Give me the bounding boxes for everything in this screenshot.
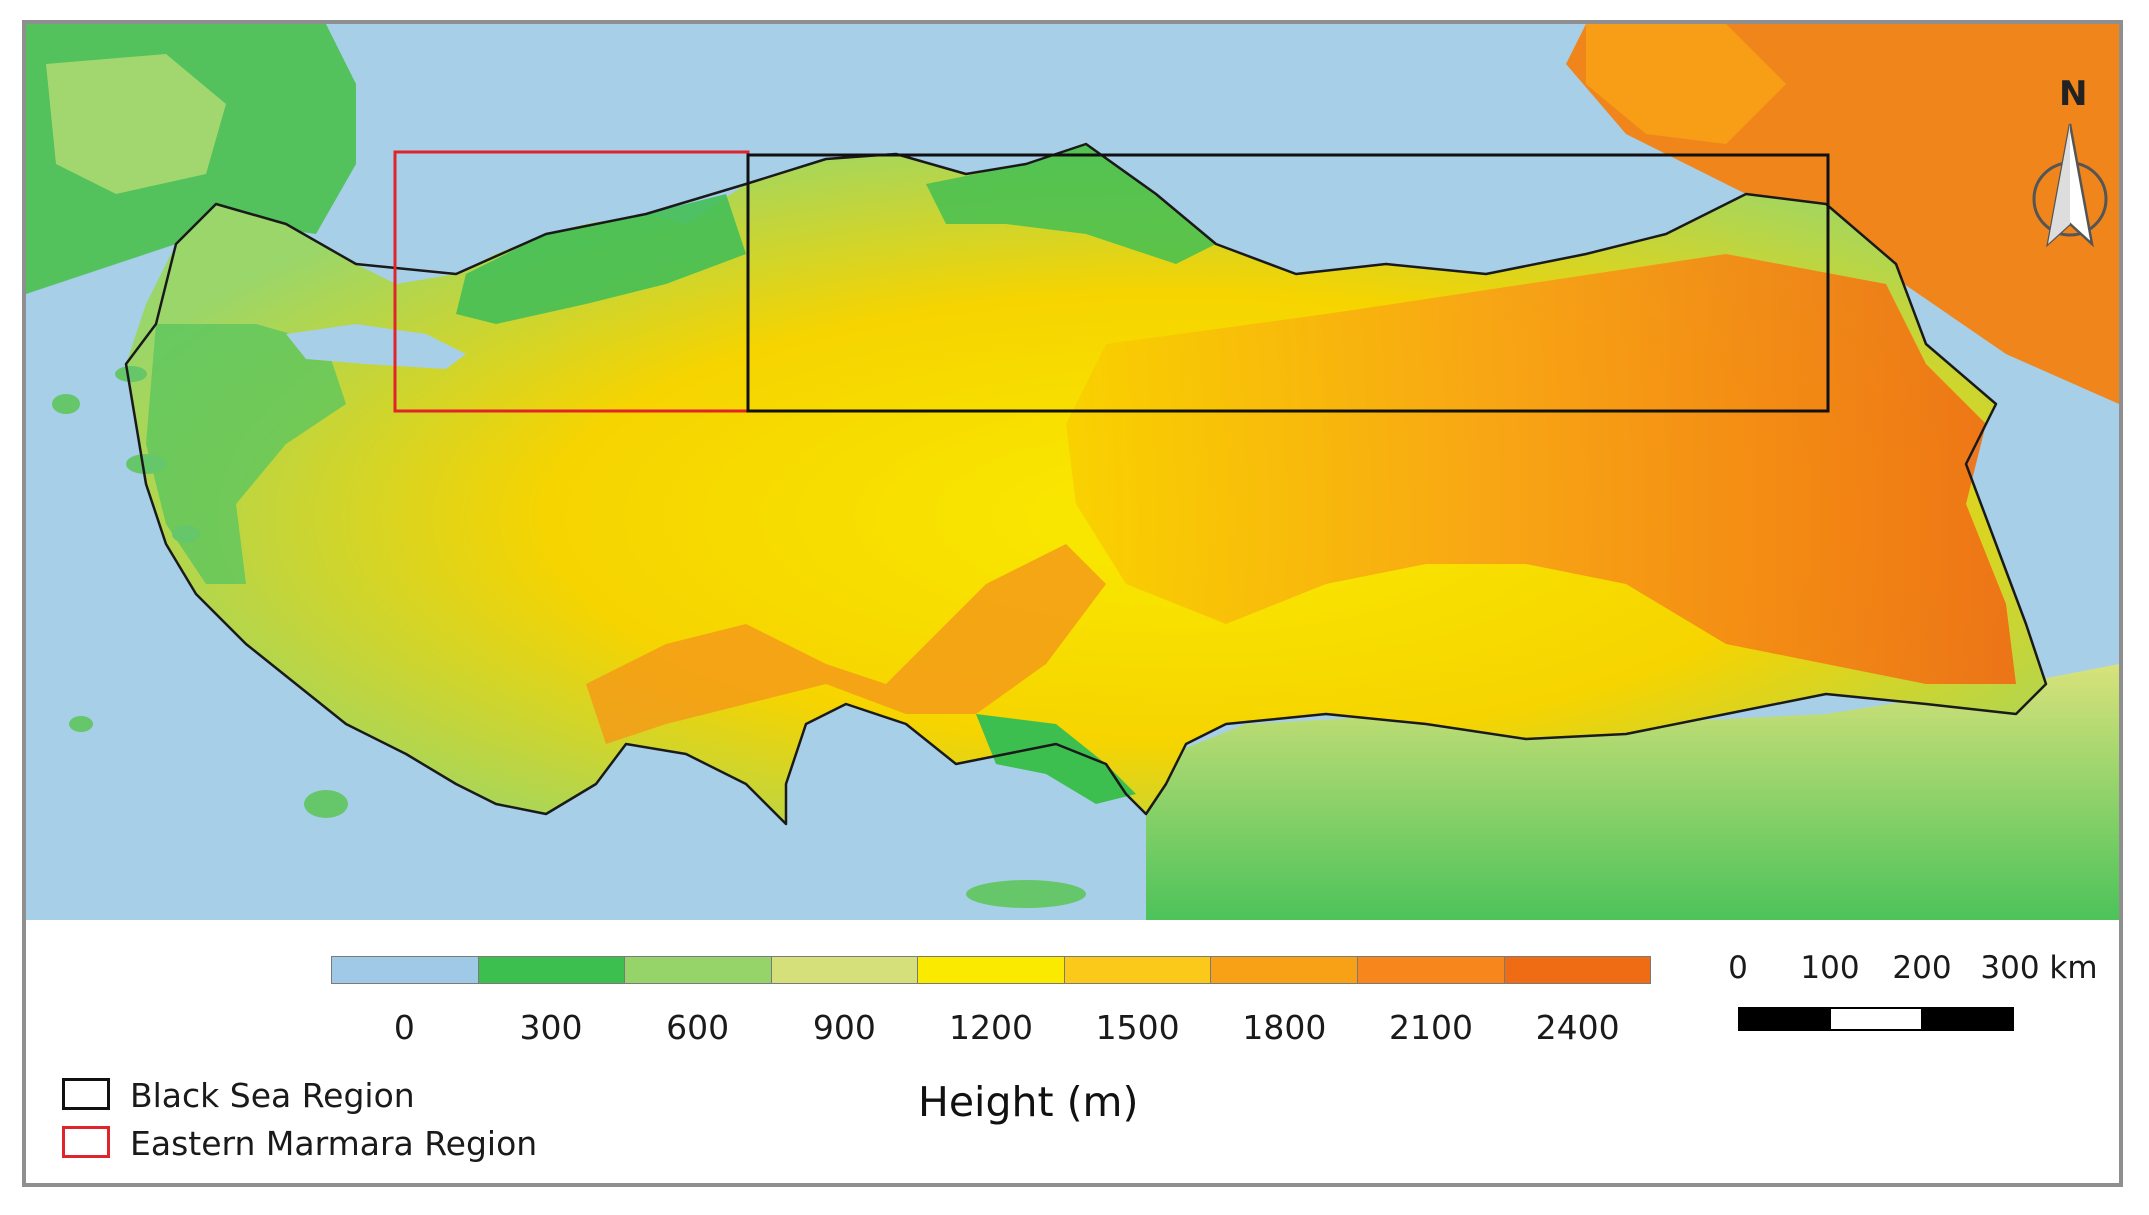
country-border [124, 142, 2048, 826]
colorbar-tick-label: 0 [393, 1008, 415, 1047]
colorbar-segment [918, 957, 1065, 983]
sea-of-marmara [286, 324, 466, 369]
colorbar-segment [1211, 957, 1358, 983]
legend-label-black-sea: Black Sea Region [130, 1076, 415, 1115]
scale-bar [1738, 1007, 2014, 1031]
southern-land [1146, 664, 2119, 920]
scale-label-100: 100 [1800, 950, 1860, 986]
north-arrow-icon [2032, 123, 2108, 248]
colorbar-tick-label: 1200 [949, 1008, 1033, 1047]
legend-label-eastern-marmara: Eastern Marmara Region [130, 1124, 538, 1163]
cilicia-lowland [976, 714, 1136, 804]
colorbar-segment [771, 957, 919, 983]
island [52, 394, 80, 414]
colorbar-segment [478, 957, 626, 983]
island [126, 454, 166, 474]
island [172, 525, 200, 543]
eastern-highlands [1066, 254, 2016, 684]
marmara-lowland [456, 194, 746, 324]
colorbar-tick-label: 1800 [1242, 1008, 1327, 1047]
colorbar-title: Height (m) [918, 1078, 1139, 1126]
balkan-highland [46, 54, 226, 194]
black-sea-coast-lowland [926, 144, 1216, 264]
black-sea-region-box [746, 153, 1830, 413]
colorbar-tick-label: 900 [812, 1008, 876, 1047]
colorbar-tick-label: 2400 [1535, 1008, 1620, 1047]
colorbar-tick-label: 2100 [1389, 1008, 1473, 1047]
height-colorbar [331, 956, 1651, 984]
colorbar-segment [332, 957, 479, 983]
legend-swatch-eastern-marmara [62, 1126, 110, 1158]
elevation-map [26, 24, 2119, 920]
map-svg [26, 24, 2119, 920]
island [304, 790, 348, 818]
scale-label-0: 0 [1728, 950, 1748, 986]
cyprus [966, 880, 1086, 908]
colorbar-segment [1064, 957, 1212, 983]
scale-label-300: 300 km [1980, 950, 2098, 986]
colorbar-segment [625, 957, 772, 983]
scale-segment [1740, 1009, 1831, 1029]
colorbar-tick-label: 1500 [1095, 1008, 1180, 1047]
scale-label-200: 200 [1892, 950, 1952, 986]
scale-segment [1830, 1009, 1922, 1029]
legend-swatch-black-sea [62, 1078, 110, 1110]
scale-segment [1921, 1009, 2013, 1029]
aegean-lowland [146, 324, 346, 584]
north-label: N [2059, 74, 2088, 114]
island [69, 716, 93, 732]
caucasus-slope [1586, 24, 1786, 144]
colorbar-segment [1504, 957, 1651, 983]
taurus-ridge [586, 544, 1106, 744]
colorbar-tick-label: 600 [666, 1008, 730, 1047]
island [115, 366, 147, 382]
colorbar-segment [1357, 957, 1505, 983]
colorbar-tick-label: 300 [519, 1008, 583, 1047]
